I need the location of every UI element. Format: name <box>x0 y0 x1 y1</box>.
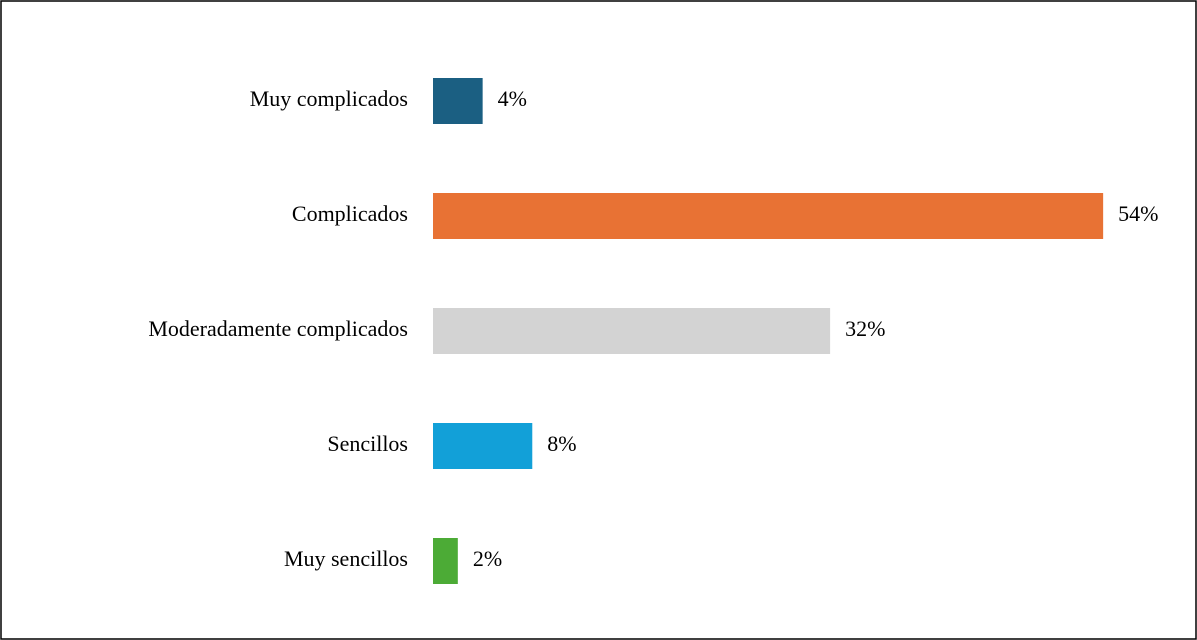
value-label: 8% <box>547 431 576 456</box>
bar <box>433 538 458 584</box>
category-label: Sencillos <box>327 431 408 456</box>
category-label: Complicados <box>292 201 408 226</box>
value-label: 2% <box>473 546 502 571</box>
value-label: 32% <box>845 316 885 341</box>
category-label: Muy complicados <box>250 86 408 111</box>
value-label: 54% <box>1118 201 1158 226</box>
bar <box>433 78 483 124</box>
value-label: 4% <box>498 86 527 111</box>
bar <box>433 423 533 469</box>
bar <box>433 193 1104 239</box>
category-label: Muy sencillos <box>284 546 408 571</box>
category-label: Moderadamente complicados <box>148 316 408 341</box>
bar <box>433 308 831 354</box>
